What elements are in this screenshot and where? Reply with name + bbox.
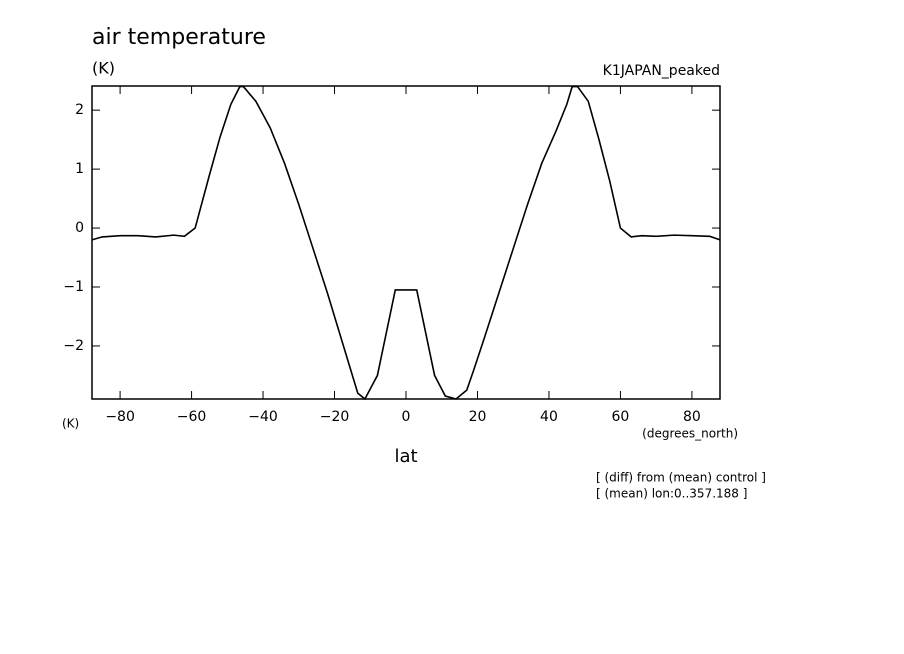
- y-tick-label: −1: [63, 279, 84, 295]
- y-tick-label: 1: [75, 161, 84, 177]
- y-tick-label: 2: [75, 102, 84, 118]
- x-tick-label: 20: [469, 409, 487, 425]
- x-tick-label: 60: [612, 409, 630, 425]
- x-tick-label: −40: [248, 409, 278, 425]
- data-line: [91, 85, 721, 401]
- x-tick-label: 40: [540, 409, 558, 425]
- note: [ (diff) from (mean) control ]: [596, 471, 766, 485]
- x-axis-label: lat: [394, 446, 417, 467]
- y-tick-label: 0: [75, 220, 84, 236]
- x-tick-label: 0: [402, 409, 411, 425]
- chart-title: air temperature: [92, 25, 266, 50]
- y-axis-label: (K): [62, 417, 79, 431]
- x-tick-label: −60: [177, 409, 207, 425]
- subtitle: K1JAPAN_peaked: [603, 63, 720, 79]
- y-tick-label: −2: [63, 338, 84, 354]
- note: [ (mean) lon:0..357.188 ]: [596, 487, 747, 501]
- plot-frame: [91, 85, 721, 400]
- units-label: (K): [92, 59, 115, 78]
- x-units-label: (degrees_north): [642, 427, 738, 441]
- x-tick-label: −80: [105, 409, 135, 425]
- x-tick-label: 80: [683, 409, 701, 425]
- x-tick-label: −20: [320, 409, 350, 425]
